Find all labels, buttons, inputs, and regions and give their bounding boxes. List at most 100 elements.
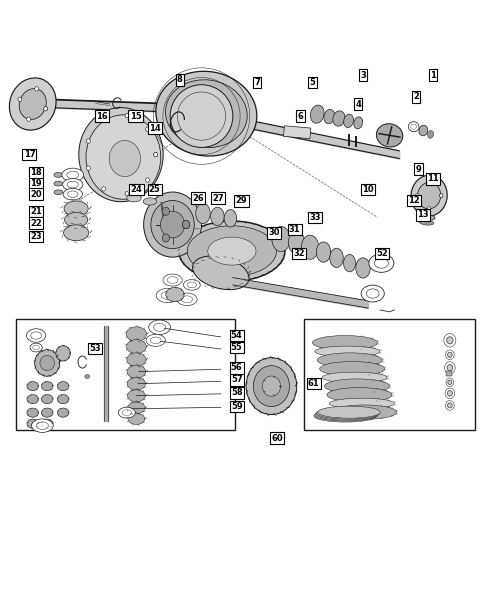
- Ellipse shape: [447, 380, 451, 385]
- Ellipse shape: [57, 408, 69, 417]
- Ellipse shape: [365, 289, 378, 298]
- Ellipse shape: [301, 235, 318, 259]
- Ellipse shape: [427, 131, 433, 138]
- Ellipse shape: [355, 258, 369, 278]
- Ellipse shape: [40, 355, 54, 370]
- Ellipse shape: [109, 140, 140, 177]
- Ellipse shape: [445, 401, 453, 410]
- Text: 55: 55: [230, 343, 242, 352]
- Text: 6: 6: [297, 111, 302, 121]
- Ellipse shape: [224, 210, 236, 227]
- Ellipse shape: [127, 402, 145, 413]
- Text: 53: 53: [90, 344, 101, 353]
- Ellipse shape: [446, 365, 452, 371]
- Ellipse shape: [127, 390, 145, 402]
- Ellipse shape: [343, 254, 355, 272]
- Bar: [16, 319, 235, 431]
- Ellipse shape: [447, 380, 451, 385]
- Ellipse shape: [86, 166, 90, 170]
- Ellipse shape: [161, 292, 174, 299]
- Ellipse shape: [30, 343, 42, 352]
- Ellipse shape: [27, 329, 45, 342]
- Ellipse shape: [118, 408, 135, 418]
- Ellipse shape: [177, 293, 197, 306]
- Ellipse shape: [447, 352, 451, 358]
- Ellipse shape: [181, 296, 192, 303]
- Ellipse shape: [41, 408, 53, 417]
- Ellipse shape: [86, 139, 90, 143]
- Ellipse shape: [317, 353, 381, 368]
- Text: 14: 14: [149, 124, 160, 133]
- Text: 8: 8: [177, 75, 182, 84]
- Ellipse shape: [125, 114, 129, 118]
- Ellipse shape: [319, 362, 384, 376]
- Ellipse shape: [418, 125, 427, 136]
- Ellipse shape: [324, 379, 389, 393]
- Ellipse shape: [316, 242, 330, 262]
- Ellipse shape: [332, 111, 344, 126]
- Text: 19: 19: [30, 179, 42, 188]
- Text: 10: 10: [362, 185, 373, 194]
- Ellipse shape: [63, 188, 82, 200]
- Ellipse shape: [64, 213, 88, 227]
- Ellipse shape: [192, 256, 248, 290]
- Ellipse shape: [446, 337, 452, 344]
- Ellipse shape: [126, 353, 146, 366]
- Ellipse shape: [162, 207, 169, 216]
- Ellipse shape: [54, 173, 62, 177]
- Ellipse shape: [312, 336, 377, 350]
- Ellipse shape: [170, 85, 232, 147]
- Ellipse shape: [41, 419, 53, 428]
- Ellipse shape: [314, 409, 377, 421]
- Text: 32: 32: [293, 249, 304, 258]
- Ellipse shape: [183, 280, 200, 290]
- Ellipse shape: [439, 194, 442, 197]
- Ellipse shape: [187, 226, 276, 276]
- Text: 57: 57: [230, 375, 242, 385]
- Ellipse shape: [408, 122, 418, 131]
- Text: 59: 59: [230, 402, 242, 411]
- Ellipse shape: [34, 350, 60, 376]
- Ellipse shape: [151, 200, 194, 249]
- Text: 52: 52: [376, 249, 387, 258]
- Ellipse shape: [36, 422, 48, 429]
- Ellipse shape: [447, 391, 452, 396]
- Ellipse shape: [245, 358, 296, 415]
- Ellipse shape: [44, 107, 47, 111]
- Ellipse shape: [329, 248, 343, 267]
- Ellipse shape: [323, 110, 334, 124]
- Ellipse shape: [446, 336, 452, 344]
- Ellipse shape: [321, 372, 386, 383]
- Ellipse shape: [9, 78, 56, 130]
- Ellipse shape: [18, 97, 22, 101]
- Ellipse shape: [143, 192, 201, 257]
- Ellipse shape: [447, 403, 451, 408]
- Ellipse shape: [57, 395, 69, 403]
- Ellipse shape: [156, 288, 179, 303]
- Ellipse shape: [155, 71, 257, 156]
- Text: 33: 33: [308, 213, 320, 222]
- Ellipse shape: [146, 335, 165, 346]
- Ellipse shape: [27, 408, 38, 417]
- Ellipse shape: [410, 175, 446, 216]
- Ellipse shape: [329, 398, 393, 409]
- Text: 24: 24: [130, 185, 142, 194]
- Text: 18: 18: [30, 168, 42, 177]
- Ellipse shape: [31, 332, 41, 339]
- Ellipse shape: [153, 153, 157, 157]
- Ellipse shape: [446, 365, 452, 371]
- Ellipse shape: [102, 118, 106, 123]
- Ellipse shape: [54, 181, 62, 186]
- Text: 20: 20: [30, 190, 42, 198]
- Ellipse shape: [419, 220, 433, 225]
- Ellipse shape: [62, 168, 83, 181]
- Text: 9: 9: [415, 164, 421, 174]
- Ellipse shape: [153, 153, 157, 157]
- Ellipse shape: [67, 191, 78, 197]
- Text: 1: 1: [429, 71, 435, 80]
- Ellipse shape: [153, 323, 165, 331]
- Ellipse shape: [31, 419, 53, 432]
- Text: 7: 7: [254, 78, 259, 87]
- Ellipse shape: [179, 221, 284, 281]
- Text: 23: 23: [30, 232, 42, 241]
